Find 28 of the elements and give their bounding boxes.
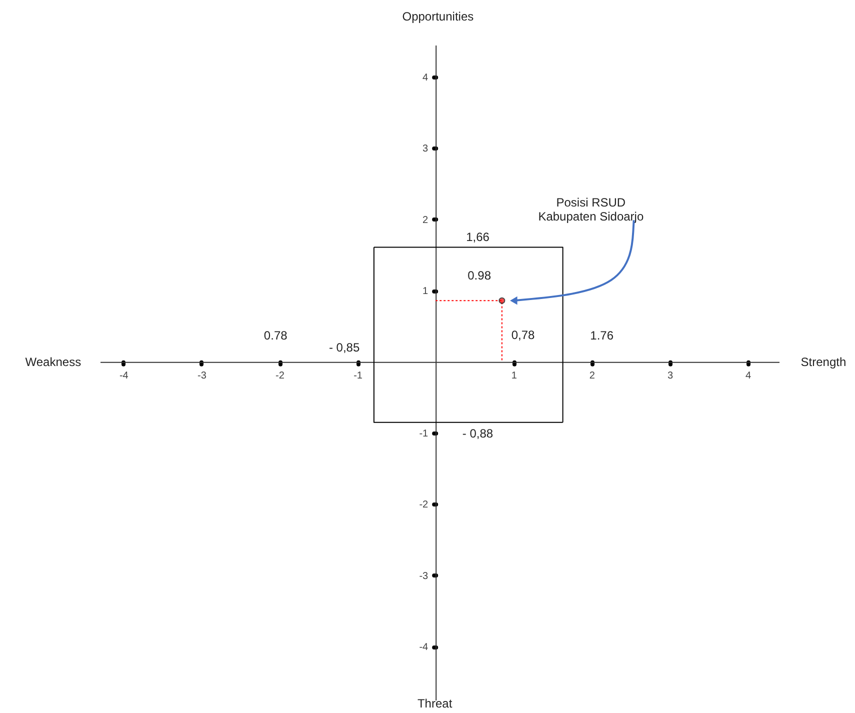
annotation: 1,66 xyxy=(466,230,490,244)
x-tick-label: -2 xyxy=(276,370,285,382)
x-tick-label: -4 xyxy=(119,370,129,382)
x-tick-label: 2 xyxy=(589,370,596,382)
y-tick-label: 4 xyxy=(422,72,429,84)
x-tick-label: 4 xyxy=(746,370,752,382)
y-tick-label: 2 xyxy=(422,214,429,226)
annotation: 0,78 xyxy=(511,328,536,342)
y-tick-label: -4 xyxy=(419,642,429,654)
x-tick-label: 3 xyxy=(667,370,674,382)
x-tick-label: -3 xyxy=(198,370,207,382)
annotation: - 0,88 xyxy=(462,426,494,441)
annotation: Threat xyxy=(417,696,453,711)
y-tick-label: -1 xyxy=(419,428,429,440)
x-tick-label: 1 xyxy=(511,370,518,382)
text: Strength xyxy=(800,354,846,369)
annotation: 0.98 xyxy=(468,268,492,283)
y-tick-label: 3 xyxy=(422,144,429,155)
text: Weakness xyxy=(25,354,82,369)
annotation: - 0,85 xyxy=(328,340,360,355)
annotation: 0.78 xyxy=(264,328,288,342)
y-tick-label: -3 xyxy=(419,570,429,582)
text: Opportunities xyxy=(402,10,474,24)
y-tick-label: -2 xyxy=(419,500,429,511)
annotation: 1.76 xyxy=(590,328,614,342)
annotation: Posisi RSUD Kabupaten Sidoarjo xyxy=(538,195,644,224)
x-tick-label: -1 xyxy=(354,370,363,382)
y-tick-label: 1 xyxy=(422,286,429,298)
